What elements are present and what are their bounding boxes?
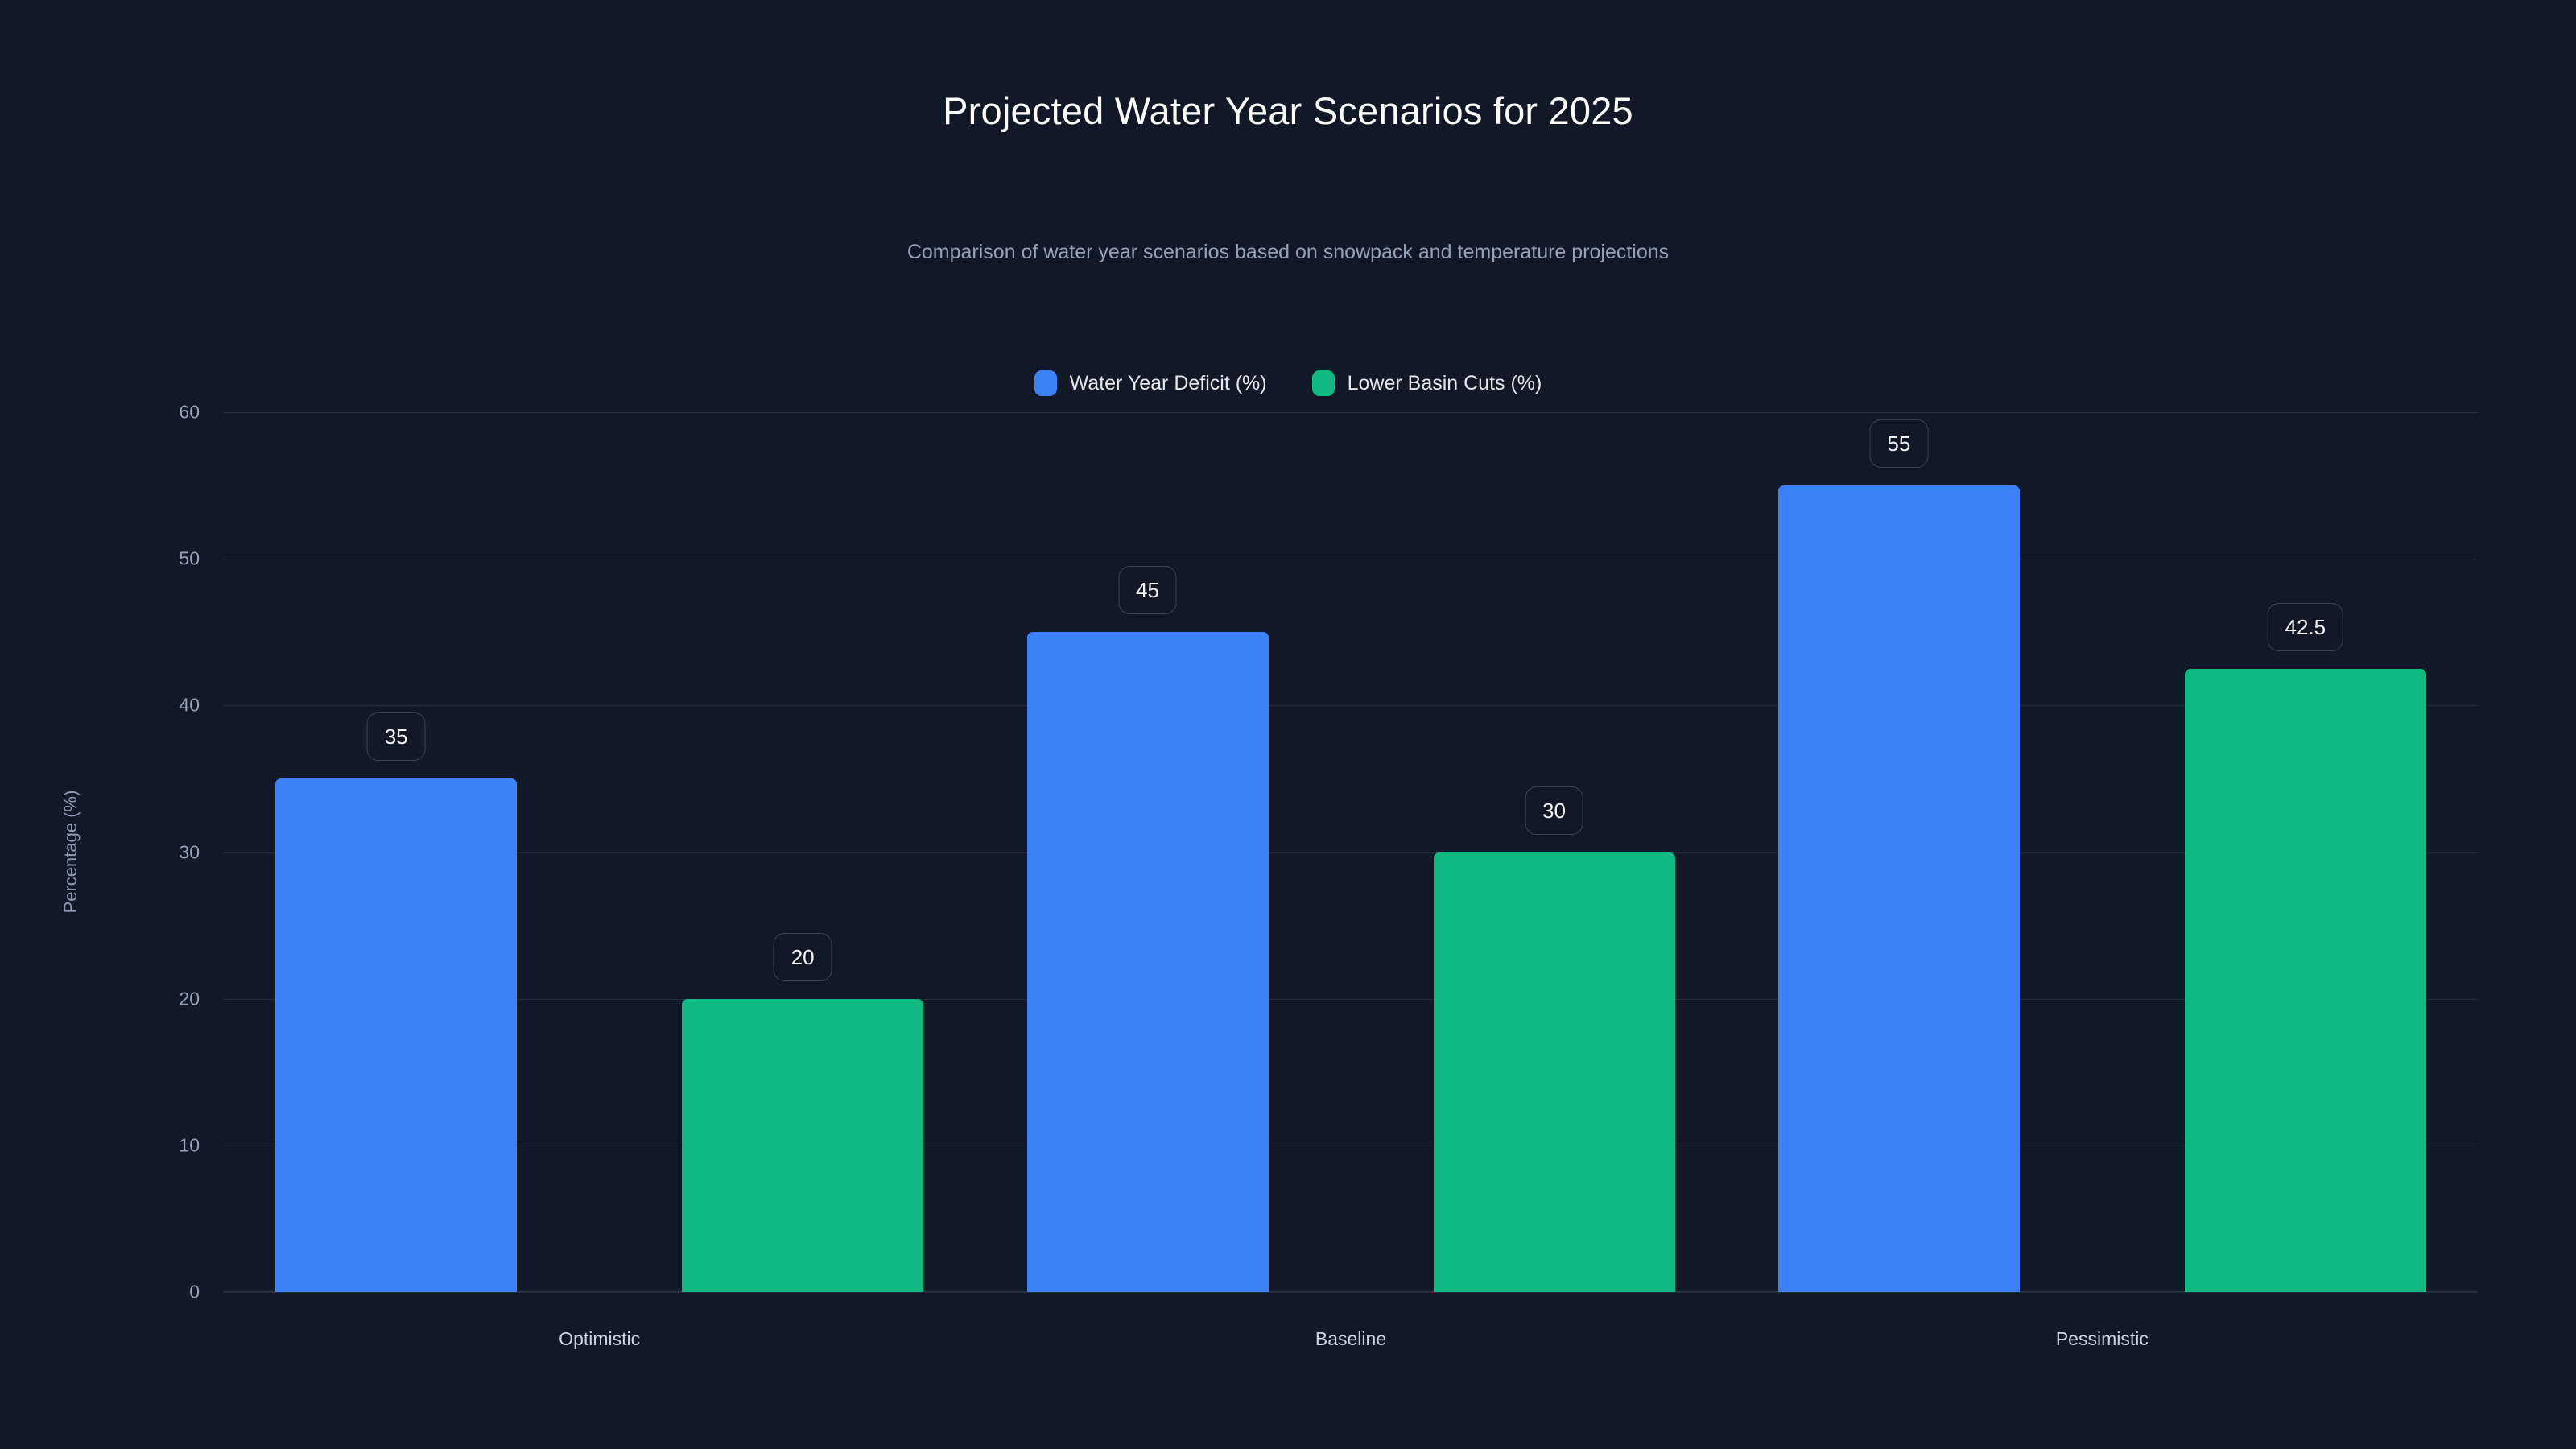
bar-value-label: 45 xyxy=(1118,566,1177,615)
legend-item[interactable]: Lower Basin Cuts (%) xyxy=(1311,370,1542,396)
y-axis-tick-label: 20 xyxy=(179,988,200,1009)
y-gridline xyxy=(224,705,2478,707)
square-swatch-icon xyxy=(1034,370,1057,396)
y-axis-tick-label: 10 xyxy=(179,1134,200,1156)
y-axis-tick-label: 60 xyxy=(179,401,200,423)
bar[interactable] xyxy=(1777,485,2020,1292)
y-axis-tick-label: 0 xyxy=(189,1281,200,1302)
bar-value-label: 35 xyxy=(366,712,426,762)
y-gridline xyxy=(224,852,2478,853)
bar[interactable] xyxy=(275,778,518,1292)
chart-subtitle: Comparison of water year scenarios based… xyxy=(906,241,1670,263)
legend-item-label: Water Year Deficit (%) xyxy=(1069,371,1267,394)
bar-value-label: 30 xyxy=(1525,786,1583,835)
y-axis-tick-label: 30 xyxy=(179,841,200,862)
bar-value-label: 20 xyxy=(773,932,832,981)
y-axis-tick-label: 40 xyxy=(179,694,200,716)
bar[interactable] xyxy=(682,998,924,1292)
y-gridline xyxy=(224,1292,2478,1293)
chart-legend: Water Year Deficit (%) Lower Basin Cuts (… xyxy=(0,370,2576,396)
bar[interactable] xyxy=(1433,852,1675,1292)
y-gridline xyxy=(224,998,2478,1000)
bar[interactable] xyxy=(2184,668,2426,1292)
page-title: Projected Water Year Scenarios for 2025 xyxy=(943,89,1633,132)
y-axis-tick-label: 50 xyxy=(179,547,200,569)
y-gridline xyxy=(224,412,2478,413)
bar[interactable] xyxy=(1026,632,1269,1292)
plot-area: 35 20 45 30 55 42.5 xyxy=(224,412,2478,1293)
x-axis-tick-label: Pessimistic xyxy=(2055,1328,2149,1349)
legend-item-label: Lower Basin Cuts (%) xyxy=(1347,371,1542,394)
x-axis-tick-label: Optimistic xyxy=(559,1328,641,1349)
bar-value-label: 42.5 xyxy=(2267,602,2344,651)
square-swatch-icon xyxy=(1311,370,1335,396)
bar-value-label: 55 xyxy=(1869,419,1929,469)
legend-item[interactable]: Water Year Deficit (%) xyxy=(1034,370,1267,396)
x-axis-tick-label: Baseline xyxy=(1315,1328,1387,1349)
y-axis-label: Percentage (%) xyxy=(60,790,80,914)
